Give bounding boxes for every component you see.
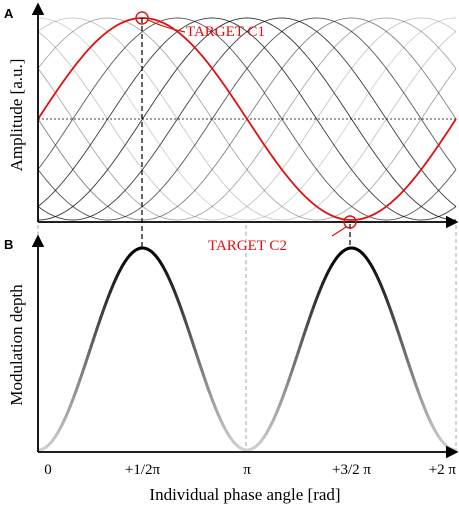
target-c2-marker (343, 215, 357, 229)
target-c1-marker (135, 11, 149, 25)
target-c1-label: TARGET C1 (186, 24, 265, 40)
background-sine-line (38, 17, 457, 221)
x-axis-title: Individual phase angle [rad] (149, 485, 340, 504)
panel-a-letter: A (4, 6, 14, 21)
panel-b: Modulation depth 0 +1/2π π +3/2 π +2 π Indiv… (7, 234, 459, 504)
x-tick-labels: 0 +1/2π π +3/2 π +2 π (44, 462, 456, 478)
panel-b-letter: B (4, 237, 13, 252)
x-tick-label: π (243, 462, 251, 478)
x-tick-label: 0 (44, 462, 52, 478)
panel-b-y-axis-title: Modulation depth (7, 284, 26, 406)
background-sine-line (38, 17, 457, 221)
target-sine-line (38, 17, 457, 221)
x-tick-label: +3/2 π (332, 462, 371, 478)
target-c2-label: TARGET C2 (208, 238, 287, 254)
x-tick-label: +1/2π (125, 462, 161, 478)
background-sine-line (38, 17, 457, 221)
background-sine-line (38, 17, 457, 221)
target-c2: TARGET C2 (208, 215, 357, 254)
panel-a: Amplitude [a.u.] (7, 2, 459, 229)
target-c1-leader (147, 19, 186, 33)
x-tick-label: +2 π (429, 462, 457, 478)
phase-connectors (37, 18, 457, 452)
background-sine-line (38, 17, 457, 221)
panel-a-y-axis-title: Amplitude [a.u.] (7, 59, 26, 172)
target-c2-leader (331, 226, 347, 237)
target-c1: TARGET C1 (135, 11, 265, 40)
modulation-depth-line (38, 246, 458, 452)
